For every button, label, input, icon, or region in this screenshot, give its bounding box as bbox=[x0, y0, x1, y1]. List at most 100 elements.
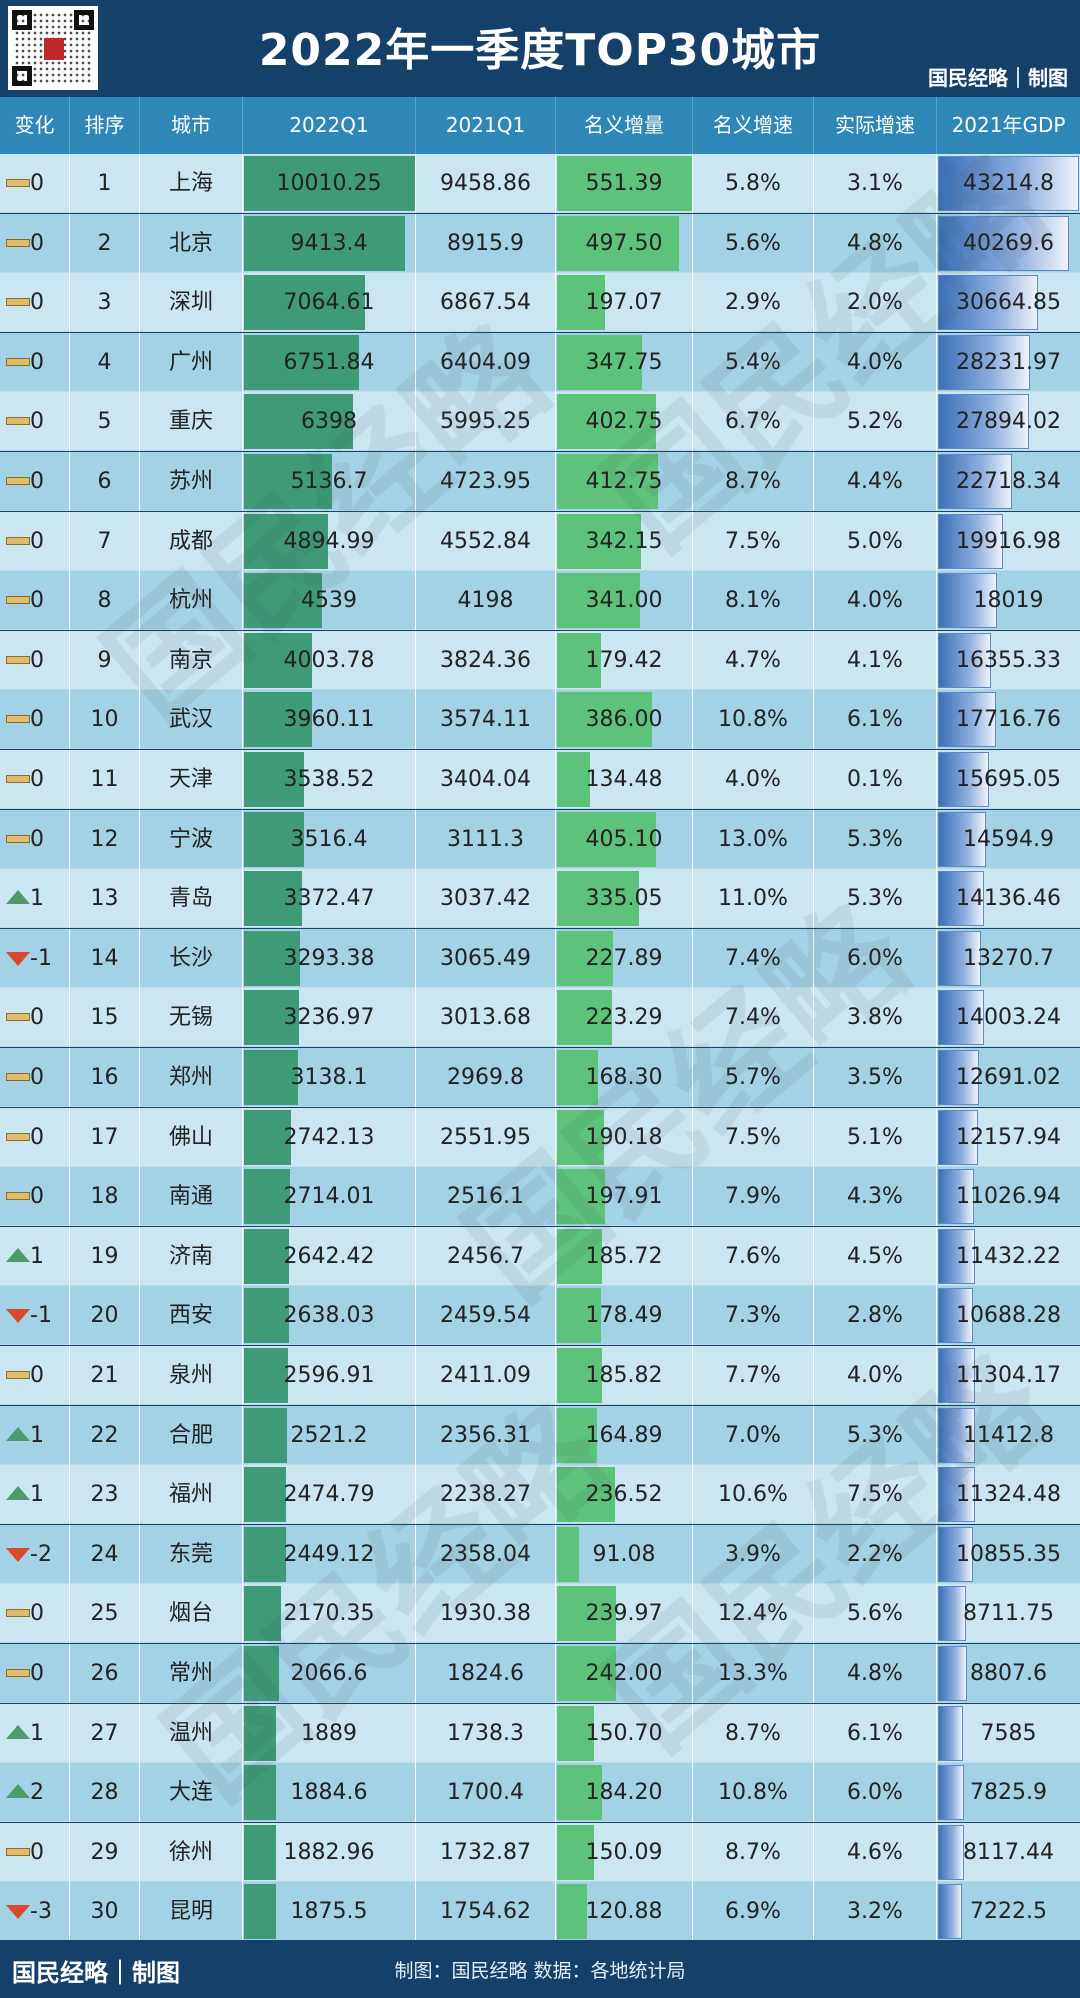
bar-nominal-increase bbox=[557, 215, 679, 271]
value-real-growth: 5.3% bbox=[847, 1422, 903, 1448]
change-value: 0 bbox=[30, 1839, 44, 1865]
change-value: -2 bbox=[30, 1541, 52, 1567]
bar-nominal-increase bbox=[557, 1705, 594, 1761]
change-value: 1 bbox=[30, 886, 44, 912]
bar-gdp-2021 bbox=[938, 1646, 967, 1701]
value-real-growth: 7.5% bbox=[847, 1482, 903, 1508]
bar-nominal-increase bbox=[557, 752, 590, 807]
cell-nominal-growth: 7.9% bbox=[693, 1167, 814, 1227]
bar-q1-2022 bbox=[244, 990, 300, 1046]
table-row: 2 28 大连 1884.6 1700.4 184.20 10.8% 6.0% 7825.9 bbox=[0, 1763, 1080, 1823]
value-city: 天津 bbox=[168, 767, 213, 792]
cell-q1-2022: 2449.12 bbox=[243, 1524, 416, 1584]
value-rank: 16 bbox=[90, 1065, 119, 1090]
value-nominal-growth: 7.5% bbox=[725, 528, 781, 554]
cell-real-growth: 3.1% bbox=[814, 154, 937, 213]
bar-nominal-increase bbox=[557, 513, 641, 569]
value-rank: 13 bbox=[90, 886, 119, 912]
bar-gdp-2021 bbox=[938, 215, 1070, 271]
cell-nominal-increase: 335.05 bbox=[556, 869, 693, 929]
cell-rank: 16 bbox=[70, 1048, 140, 1107]
value-nominal-increase: 405.10 bbox=[585, 826, 663, 852]
value-nominal-increase: 197.07 bbox=[585, 290, 663, 316]
cell-gdp-2021: 10688.28 bbox=[937, 1286, 1080, 1345]
cell-nominal-growth: 13.0% bbox=[693, 809, 814, 869]
cell-change: 0 bbox=[0, 571, 70, 631]
value-city: 常州 bbox=[168, 1661, 213, 1686]
cell-rank: 13 bbox=[70, 869, 140, 929]
value-rank: 15 bbox=[90, 1005, 119, 1031]
bar-gdp-2021 bbox=[938, 632, 992, 688]
value-q1-2021: 2358.04 bbox=[440, 1541, 531, 1567]
bar-gdp-2021 bbox=[938, 394, 1029, 450]
bar-nominal-increase bbox=[557, 632, 601, 688]
cell-q1-2022: 1882.96 bbox=[243, 1822, 416, 1882]
value-city: 宁波 bbox=[168, 826, 213, 852]
qr-code-icon[interactable] bbox=[8, 6, 98, 90]
value-nominal-increase: 164.89 bbox=[585, 1422, 663, 1448]
bar-nominal-increase bbox=[557, 334, 643, 390]
cell-city: 南京 bbox=[140, 630, 243, 690]
cell-q1-2022: 1875.5 bbox=[243, 1882, 416, 1942]
value-rank: 9 bbox=[97, 647, 112, 673]
value-q1-2021: 1824.6 bbox=[447, 1661, 524, 1686]
value-q1-2021: 2238.27 bbox=[440, 1482, 531, 1508]
cell-nominal-growth: 4.7% bbox=[693, 630, 814, 690]
value-nominal-growth: 8.7% bbox=[725, 469, 781, 494]
cell-real-growth: 3.8% bbox=[814, 988, 937, 1048]
cell-nominal-increase: 386.00 bbox=[556, 690, 693, 750]
value-q1-2022: 1889 bbox=[301, 1720, 357, 1746]
cell-change: 0 bbox=[0, 213, 70, 273]
cell-nominal-increase: 164.89 bbox=[556, 1405, 693, 1465]
cell-q1-2021: 1930.38 bbox=[416, 1584, 556, 1644]
value-nominal-increase: 91.08 bbox=[592, 1541, 656, 1567]
cell-q1-2022: 2170.35 bbox=[243, 1584, 416, 1644]
value-gdp-2021: 11304.17 bbox=[956, 1363, 1061, 1388]
bar-gdp-2021 bbox=[938, 1228, 976, 1284]
cell-nominal-increase: 168.30 bbox=[556, 1048, 693, 1107]
column-header-q1-2022: 2022Q1 bbox=[243, 97, 416, 154]
value-gdp-2021: 13270.7 bbox=[963, 945, 1054, 971]
value-q1-2021: 1700.4 bbox=[447, 1780, 524, 1806]
cell-gdp-2021: 11412.8 bbox=[937, 1406, 1080, 1465]
value-q1-2022: 4894.99 bbox=[283, 528, 375, 554]
value-q1-2022: 2066.6 bbox=[290, 1661, 368, 1686]
value-nominal-growth: 13.0% bbox=[718, 826, 788, 852]
value-q1-2021: 1930.38 bbox=[440, 1601, 531, 1627]
value-rank: 14 bbox=[90, 945, 119, 971]
value-real-growth: 3.8% bbox=[847, 1005, 903, 1031]
value-q1-2022: 1882.96 bbox=[283, 1839, 375, 1865]
value-q1-2021: 1738.3 bbox=[447, 1720, 524, 1746]
value-q1-2021: 6404.09 bbox=[440, 349, 531, 375]
cell-q1-2022: 2521.2 bbox=[243, 1405, 416, 1465]
change-value: 0 bbox=[30, 349, 44, 375]
cell-city: 长沙 bbox=[140, 928, 243, 988]
change-value: 0 bbox=[30, 707, 44, 733]
value-q1-2022: 10010.25 bbox=[276, 171, 382, 196]
value-rank: 18 bbox=[90, 1184, 119, 1210]
value-nominal-increase: 497.50 bbox=[585, 230, 663, 256]
bar-nominal-increase bbox=[557, 1586, 616, 1642]
cell-nominal-growth: 6.9% bbox=[693, 1882, 814, 1942]
value-city: 广州 bbox=[168, 349, 213, 375]
value-real-growth: 4.0% bbox=[847, 1363, 903, 1388]
cell-nominal-increase: 185.72 bbox=[556, 1226, 693, 1286]
cell-city: 北京 bbox=[140, 213, 243, 273]
cell-city: 常州 bbox=[140, 1644, 243, 1703]
bar-gdp-2021 bbox=[938, 1407, 976, 1463]
cell-gdp-2021: 27894.02 bbox=[937, 392, 1080, 451]
bar-nominal-increase bbox=[557, 1526, 580, 1582]
value-nominal-growth: 8.7% bbox=[725, 1839, 781, 1865]
value-real-growth: 4.8% bbox=[847, 230, 903, 256]
cell-rank: 4 bbox=[70, 332, 140, 392]
value-q1-2021: 3065.49 bbox=[440, 945, 531, 971]
value-q1-2022: 6398 bbox=[301, 409, 357, 435]
cell-real-growth: 0.1% bbox=[814, 750, 937, 809]
cell-nominal-growth: 8.7% bbox=[693, 452, 814, 511]
change-value: 0 bbox=[30, 528, 44, 554]
cell-nominal-increase: 227.89 bbox=[556, 928, 693, 988]
cell-nominal-increase: 150.09 bbox=[556, 1822, 693, 1882]
value-q1-2021: 4723.95 bbox=[440, 469, 531, 494]
cell-city: 天津 bbox=[140, 750, 243, 809]
